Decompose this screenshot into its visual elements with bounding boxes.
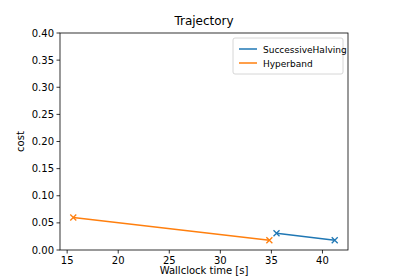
y-tick (57, 114, 61, 115)
y-tick (57, 33, 61, 34)
y-tick-label: 0.00 (32, 245, 54, 256)
plot-area (70, 214, 337, 243)
y-tick-label: 0.40 (32, 28, 54, 39)
x-tick (271, 250, 272, 254)
y-tick (57, 168, 61, 169)
y-tick-label: 0.35 (32, 55, 54, 66)
legend-label: Hyperband (263, 59, 313, 69)
series-line (73, 217, 269, 240)
y-tick-label: 0.15 (32, 163, 54, 174)
chart: Trajectory1520253035400.000.050.100.150.… (0, 0, 400, 280)
y-tick-label: 0.05 (32, 217, 54, 228)
marker (70, 214, 76, 220)
y-tick-label: 0.10 (32, 190, 54, 201)
x-axis-label: Wallclock time [s] (160, 265, 249, 276)
frame (60, 33, 348, 250)
y-tick (57, 141, 61, 142)
legend-swatch (239, 48, 257, 50)
x-tick-label: 15 (61, 255, 74, 266)
y-tick (57, 60, 61, 61)
x-tick-label: 40 (316, 255, 329, 266)
y-tick (57, 222, 61, 223)
title: Trajectory (173, 14, 233, 28)
y-tick-label: 0.20 (32, 136, 54, 147)
y-tick-label: 0.30 (32, 82, 54, 93)
x-tick (220, 250, 221, 254)
legend-box (233, 38, 343, 74)
legend-swatch (239, 62, 257, 64)
x-tick-label: 35 (265, 255, 278, 266)
x-tick (169, 250, 170, 254)
x-tick (322, 250, 323, 254)
y-tick (57, 250, 61, 251)
x-tick (118, 250, 119, 254)
marker (332, 237, 338, 243)
marker (274, 230, 280, 236)
y-tick (57, 87, 61, 88)
series-line (277, 233, 335, 240)
y-tick (57, 195, 61, 196)
y-tick-label: 0.25 (32, 109, 54, 120)
x-tick-label: 20 (112, 255, 125, 266)
legend-label: SuccessiveHalving (263, 45, 347, 55)
y-axis-label: cost (15, 131, 26, 152)
x-tick (67, 250, 68, 254)
marker (266, 237, 272, 243)
